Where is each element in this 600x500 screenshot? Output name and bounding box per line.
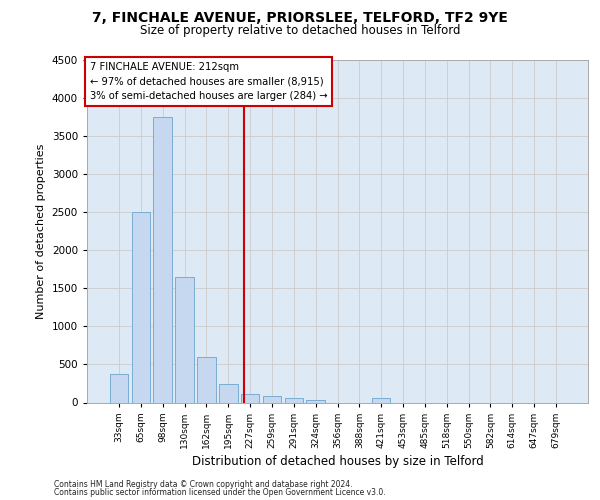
Bar <box>372 398 391 402</box>
X-axis label: Distribution of detached houses by size in Telford: Distribution of detached houses by size … <box>191 455 484 468</box>
Bar <box>154 117 172 403</box>
Bar <box>131 212 150 402</box>
Bar <box>197 357 216 403</box>
Text: Contains public sector information licensed under the Open Government Licence v3: Contains public sector information licen… <box>54 488 386 497</box>
Bar <box>241 394 259 402</box>
Text: 7 FINCHALE AVENUE: 212sqm
← 97% of detached houses are smaller (8,915)
3% of sem: 7 FINCHALE AVENUE: 212sqm ← 97% of detac… <box>89 62 327 102</box>
Bar <box>307 400 325 402</box>
Bar <box>263 396 281 402</box>
Y-axis label: Number of detached properties: Number of detached properties <box>36 144 46 319</box>
Text: Contains HM Land Registry data © Crown copyright and database right 2024.: Contains HM Land Registry data © Crown c… <box>54 480 353 489</box>
Bar <box>110 374 128 402</box>
Text: 7, FINCHALE AVENUE, PRIORSLEE, TELFORD, TF2 9YE: 7, FINCHALE AVENUE, PRIORSLEE, TELFORD, … <box>92 11 508 25</box>
Text: Size of property relative to detached houses in Telford: Size of property relative to detached ho… <box>140 24 460 37</box>
Bar <box>284 398 303 402</box>
Bar <box>219 384 238 402</box>
Bar <box>175 277 194 402</box>
